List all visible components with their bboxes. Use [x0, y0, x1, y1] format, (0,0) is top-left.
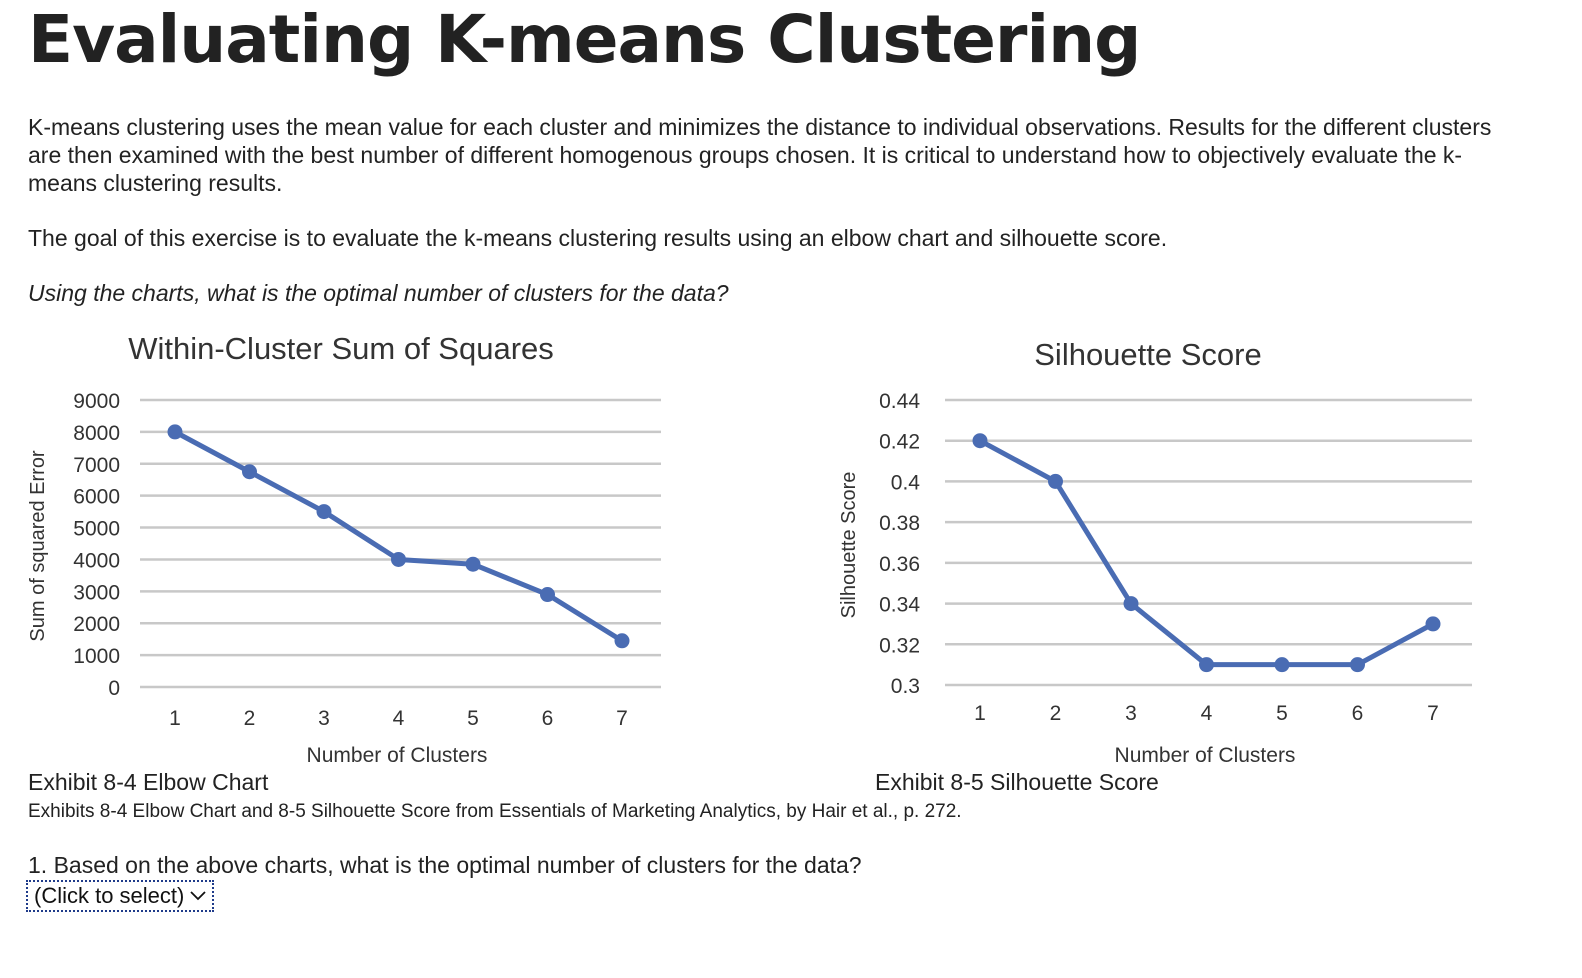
data-point [972, 433, 988, 449]
y-tick-label: 2000 [73, 613, 120, 636]
x-tick-label: 1 [974, 702, 986, 725]
answer-select[interactable]: (Click to select) [26, 880, 215, 912]
y-tick-label: 0.3 [891, 675, 920, 698]
data-point [1350, 657, 1365, 673]
data-point [1274, 657, 1290, 673]
data-point [1048, 473, 1063, 489]
x-tick-label: 5 [467, 707, 479, 730]
y-tick-label: 7000 [73, 454, 120, 477]
x-tick-label: 6 [542, 707, 554, 730]
x-tick-label: 7 [616, 707, 628, 730]
x-axis-label: Number of Clusters [307, 744, 488, 767]
data-point [167, 424, 183, 440]
x-tick-label: 2 [1050, 702, 1062, 725]
x-tick-label: 4 [1201, 702, 1213, 725]
x-tick-label: 1 [169, 707, 181, 730]
x-tick-label: 7 [1427, 702, 1439, 725]
y-axis-label: Silhouette Score [838, 472, 860, 619]
data-point [242, 464, 257, 480]
data-point [465, 556, 481, 572]
data-point [1123, 596, 1139, 612]
y-tick-label: 4000 [73, 549, 120, 572]
y-tick-label: 0 [108, 677, 120, 700]
prompt-paragraph: Using the charts, what is the optimal nu… [28, 280, 729, 306]
chart-title: Within-Cluster Sum of Squares [128, 331, 554, 366]
y-tick-label: 0.42 [879, 431, 920, 454]
goal-paragraph: The goal of this exercise is to evaluate… [28, 225, 1168, 251]
chart-title: Silhouette Score [1034, 337, 1261, 372]
y-tick-label: 6000 [73, 486, 120, 509]
x-tick-label: 3 [318, 707, 330, 730]
data-point [614, 633, 630, 649]
y-tick-label: 0.38 [879, 512, 920, 535]
question-text: 1. Based on the above charts, what is th… [28, 852, 862, 878]
exhibit-caption-elbow: Exhibit 8-4 Elbow Chart [28, 769, 269, 795]
page-title: Evaluating K-means Clustering [28, 1, 1141, 78]
y-tick-label: 3000 [73, 581, 120, 604]
exhibit-caption-silhouette: Exhibit 8-5 Silhouette Score [875, 769, 1159, 795]
y-tick-label: 9000 [73, 390, 120, 413]
intro-paragraph: K-means clustering uses the mean value f… [28, 114, 1492, 196]
data-point [540, 587, 555, 603]
series-line [978, 438, 1435, 668]
x-tick-label: 6 [1352, 702, 1364, 725]
x-tick-label: 3 [1125, 702, 1137, 725]
data-point [1199, 657, 1214, 673]
x-tick-label: 4 [393, 707, 405, 730]
y-tick-label: 0.44 [879, 390, 920, 413]
y-axis-label: Sum of squared Error [27, 450, 49, 642]
y-tick-label: 0.32 [879, 634, 920, 657]
elbow-chart: Within-Cluster Sum of Squares 0 1000 2000 3… [27, 331, 661, 767]
data-point [391, 551, 406, 567]
answer-select-value: (Click to select) [34, 883, 185, 908]
data-point [316, 504, 332, 520]
y-tick-label: 0.4 [891, 471, 921, 494]
silhouette-chart: Silhouette Score 0.3 0.32 0.34 0.36 0.38 0.4 0… [838, 337, 1472, 767]
y-tick-label: 1000 [73, 645, 120, 668]
y-tick-label: 0.36 [879, 553, 920, 576]
x-tick-label: 5 [1276, 702, 1288, 725]
source-note: Exhibits 8-4 Elbow Chart and 8-5 Silhoue… [28, 801, 962, 822]
y-tick-label: 5000 [73, 518, 120, 541]
chevron-down-icon [190, 889, 206, 905]
x-tick-label: 2 [244, 707, 256, 730]
y-tick-label: 8000 [73, 422, 120, 445]
x-axis-label: Number of Clusters [1115, 744, 1296, 767]
y-tick-label: 0.34 [879, 594, 920, 617]
data-point [1425, 616, 1441, 632]
